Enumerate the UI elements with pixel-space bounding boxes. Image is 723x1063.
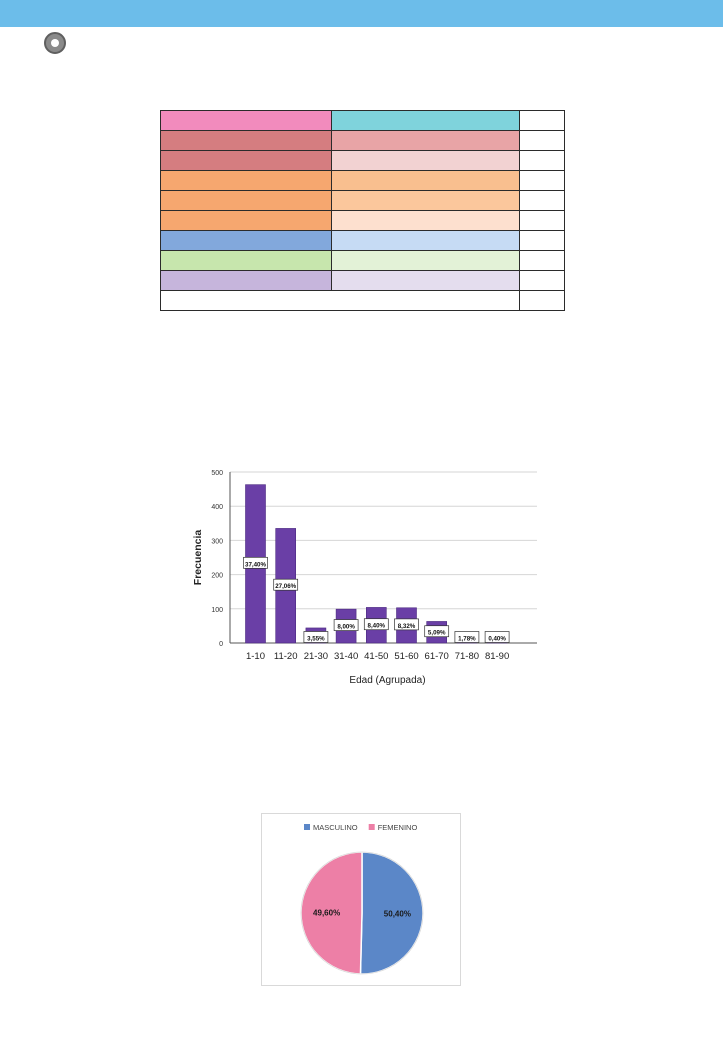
color-table-row: [160, 250, 565, 271]
x-tick-label: 31-40: [334, 651, 358, 662]
color-table-row: [160, 190, 565, 211]
data-label: 3,55%: [307, 636, 325, 643]
color-table-cell: [331, 170, 520, 191]
legend-label: MASCULINO: [313, 823, 358, 832]
legend-swatch: [304, 824, 310, 830]
data-label: 8,32%: [398, 623, 416, 630]
color-table-row: [160, 150, 565, 171]
x-tick-label: 61-70: [425, 651, 449, 662]
data-label: 37,40%: [245, 561, 266, 568]
x-tick-label: 11-20: [274, 651, 298, 662]
x-tick-label: 81-90: [485, 651, 509, 662]
data-label-box: [394, 618, 419, 631]
age-bar-chart: 0 100 200 300 400 500 37,40% 1-10 27,06% 11-20 3,5…: [185, 455, 545, 700]
data-label: 5,09%: [428, 630, 446, 637]
color-table-cell: [519, 250, 565, 271]
pie-data-label: 49,60%: [313, 909, 340, 918]
y-tick-label: 0: [219, 641, 223, 648]
data-label: 8,00%: [337, 624, 355, 631]
color-table-cell: [160, 150, 332, 171]
color-table-cell: [160, 230, 332, 251]
color-table-cell: [331, 130, 520, 151]
data-label-box: [424, 625, 450, 638]
x-axis-title: Edad (Agrupada): [349, 675, 425, 686]
data-label: 27,06%: [275, 583, 296, 590]
logo-icon: [44, 32, 66, 54]
age-bar-chart-svg: 0 100 200 300 400 500 37,40% 1-10 27,06% 11-20 3,5…: [192, 470, 537, 686]
color-table-cell: [331, 150, 520, 171]
color-table-cell: [160, 210, 332, 231]
color-table-total-row: [160, 290, 565, 311]
data-label-box: [333, 619, 359, 631]
data-label: 8,40%: [368, 623, 386, 630]
x-tick-label: 1-10: [246, 651, 265, 662]
y-tick-label: 500: [211, 470, 223, 477]
color-table-cell: [160, 130, 332, 151]
data-label: 1,78%: [458, 636, 476, 643]
legend-swatch: [368, 824, 375, 830]
color-table-cell: [519, 190, 565, 211]
y-axis-title: Frecuencia: [192, 530, 204, 586]
color-table: [160, 110, 565, 311]
color-table-cell: [519, 210, 565, 231]
color-table-cell: [160, 190, 332, 211]
data-label-box: [363, 618, 389, 631]
color-table-row: [160, 130, 565, 151]
color-table-cell: [519, 290, 565, 311]
header-bar: [0, 0, 723, 27]
y-tick-label: 300: [211, 538, 223, 545]
color-table-cell: [160, 270, 332, 291]
color-table-cell: [331, 190, 520, 211]
sex-pie-chart: MASCULINO FEMENINO 50,40% 49,60%: [261, 813, 461, 986]
data-label-box: [243, 556, 268, 569]
color-table-cell: [331, 210, 520, 231]
color-table-cell: [160, 250, 332, 271]
color-table-cell: [331, 250, 520, 271]
color-table-cell: [519, 170, 565, 191]
color-table-cell: [519, 270, 565, 291]
color-table-cell: [519, 110, 565, 131]
pie-data-label: 50,40%: [384, 909, 411, 918]
data-label-box: [484, 631, 510, 643]
x-tick-label: 51-60: [394, 651, 418, 662]
color-table-cell: [331, 230, 520, 251]
color-table-cell: [160, 290, 520, 311]
color-table-cell: [519, 230, 565, 251]
pie-outline: [300, 851, 424, 975]
x-tick-label: 21-30: [304, 651, 328, 662]
color-table-cell: [519, 150, 565, 171]
y-tick-label: 400: [211, 504, 223, 511]
sex-pie-chart-svg: MASCULINO FEMENINO 50,40% 49,60%: [300, 823, 424, 975]
color-table-row: [160, 230, 565, 251]
y-tick-label: 200: [211, 573, 223, 580]
data-label-box: [273, 578, 299, 591]
color-table-cell: [160, 170, 332, 191]
color-table-cell: [331, 110, 520, 131]
color-table-row: [160, 270, 565, 291]
data-label: 0,40%: [488, 636, 506, 643]
color-table-cell: [519, 130, 565, 151]
x-tick-label: 71-80: [455, 651, 479, 662]
legend-label: FEMENINO: [378, 823, 418, 832]
color-table-row: [160, 210, 565, 231]
data-label-box: [454, 631, 480, 643]
color-table-row: [160, 170, 565, 191]
color-table-cell: [160, 110, 332, 131]
color-table-cell: [331, 270, 520, 291]
data-label-box: [303, 631, 329, 643]
y-tick-label: 100: [211, 607, 223, 614]
x-tick-label: 41-50: [364, 651, 388, 662]
color-table-row: [160, 110, 565, 131]
